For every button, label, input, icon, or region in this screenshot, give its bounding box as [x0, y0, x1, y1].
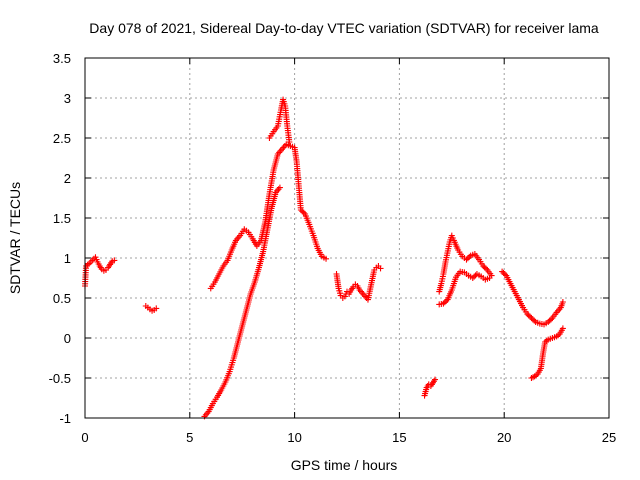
- data-point: [443, 297, 450, 304]
- data-point: [286, 139, 293, 145]
- x-axis-label: GPS time / hours: [291, 457, 398, 473]
- data-point: [501, 271, 508, 278]
- data-point: [323, 255, 330, 262]
- y-tick-label: 2: [64, 171, 71, 186]
- x-tick-label: 25: [602, 430, 616, 445]
- chart-title: Day 078 of 2021, Sidereal Day-to-day VTE…: [89, 20, 599, 36]
- data-point: [527, 313, 534, 320]
- data-point: [153, 305, 160, 312]
- y-tick-label: 0.5: [53, 291, 71, 306]
- y-tick-labels: -1 -0.5 0 0.5 1 1.5 2 2.5 3 3.5: [49, 51, 609, 426]
- plot-frame: [84, 57, 610, 419]
- data-point: [528, 315, 535, 321]
- x-tick-label: 10: [287, 430, 301, 445]
- data-point: [499, 268, 506, 275]
- data-point: [297, 207, 304, 213]
- data-point: [276, 184, 283, 191]
- y-tick-label: 0: [64, 331, 71, 346]
- data-point: [111, 257, 118, 264]
- x-tick-label: 5: [186, 430, 193, 445]
- y-tick-label: 1.5: [53, 211, 71, 226]
- data-point: [546, 317, 553, 324]
- data-point: [466, 253, 473, 260]
- x-tick-label: 15: [392, 430, 406, 445]
- y-tick-label: -0.5: [49, 371, 71, 386]
- data-point: [471, 273, 478, 280]
- x-tick-label: 0: [81, 430, 88, 445]
- data-point: [483, 265, 490, 272]
- data-point: [432, 376, 439, 383]
- data-point: [464, 255, 471, 262]
- data-point: [299, 208, 306, 215]
- data-points: [82, 96, 566, 420]
- data-point: [480, 263, 487, 269]
- data-point: [529, 316, 536, 323]
- data-point: [548, 316, 555, 323]
- data-point: [559, 299, 566, 305]
- data-point: [441, 299, 448, 306]
- data-point: [440, 300, 447, 307]
- data-point: [531, 317, 538, 324]
- data-point: [559, 325, 566, 332]
- y-tick-label: 3: [64, 91, 71, 106]
- y-tick-label: 3.5: [53, 51, 71, 66]
- data-point: [481, 264, 488, 271]
- data-point: [377, 265, 384, 272]
- y-tick-label: 1: [64, 251, 71, 266]
- data-point: [545, 319, 552, 325]
- data-point: [300, 209, 307, 216]
- data-point: [469, 275, 476, 281]
- data-point: [524, 311, 531, 317]
- x-tick-labels: 0 5 10 15 20 25: [81, 58, 616, 445]
- y-tick-label: 2.5: [53, 131, 71, 146]
- data-point: [463, 256, 470, 263]
- data-point: [500, 269, 507, 276]
- y-tick-label: -1: [59, 411, 71, 426]
- x-tick-label: 20: [497, 430, 511, 445]
- data-point: [525, 312, 532, 319]
- grid: [85, 58, 609, 418]
- y-axis-label: SDTVAR / TECUs: [7, 182, 23, 294]
- data-point: [488, 272, 495, 279]
